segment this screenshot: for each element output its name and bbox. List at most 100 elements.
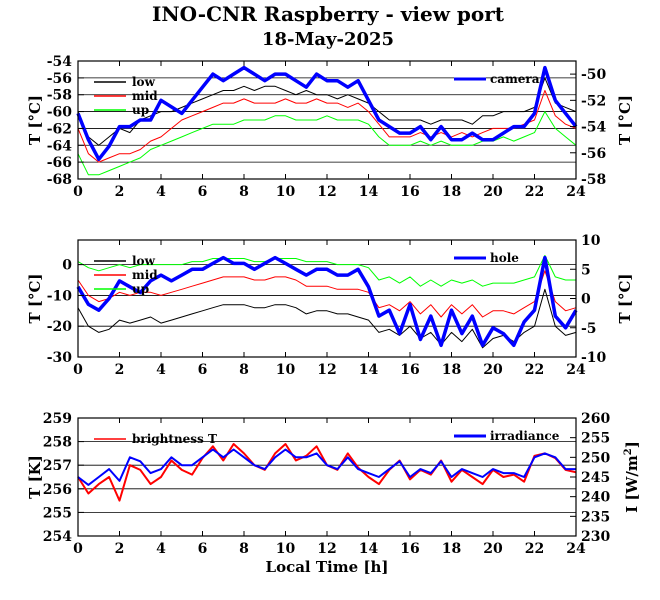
y2-tick-label: 260	[581, 411, 610, 427]
x-tick-label: 24	[566, 541, 586, 557]
y2-tick-label: -5	[581, 321, 597, 337]
plot-panel-1: -68-66-64-62-60-58-56-54-58-56-54-52-500…	[26, 54, 634, 200]
x-tick-label: 12	[317, 184, 336, 200]
x-tick-label: 0	[73, 541, 83, 557]
x-tick-label: 6	[198, 184, 208, 200]
x-tick-label: 0	[73, 362, 83, 378]
y-tick-label: -58	[47, 88, 72, 104]
x-tick-label: 20	[483, 541, 503, 557]
x-tick-label: 12	[317, 362, 336, 378]
y2-tick-label: 255	[581, 431, 610, 447]
x-tick-label: 22	[525, 184, 544, 200]
x-tick-label: 8	[239, 184, 249, 200]
y2-tick-label: -56	[581, 146, 606, 162]
legend-label-hole: hole	[490, 251, 519, 265]
x-tick-label: 16	[400, 184, 419, 200]
y-tick-label: -68	[47, 172, 72, 188]
y-tick-label: -56	[47, 71, 72, 87]
y2-tick-label: 245	[581, 470, 610, 486]
x-tick-label: 2	[115, 362, 125, 378]
x-tick-label: 14	[359, 362, 379, 378]
y2-tick-label: -58	[581, 172, 606, 188]
x-tick-label: 6	[198, 362, 208, 378]
legend-label-low: low	[132, 75, 156, 89]
x-tick-label: 10	[276, 184, 296, 200]
y2-tick-label: 0	[581, 292, 591, 308]
series-line-low	[77, 77, 577, 146]
y2-tick-label: -54	[581, 120, 607, 136]
legend-label-up: up	[132, 103, 149, 117]
y2-tick-label: 235	[581, 509, 610, 525]
y-tick-label: -30	[47, 350, 73, 366]
legend-label-camera: camera	[490, 72, 540, 86]
series-line-mid	[77, 90, 577, 163]
y2-tick-label: -52	[581, 93, 606, 109]
x-tick-label: 22	[525, 362, 544, 378]
series-line-mid	[77, 270, 577, 318]
y-tick-label: -64	[47, 138, 73, 154]
x-tick-label: 4	[156, 184, 166, 200]
x-tick-label: 16	[400, 541, 419, 557]
x-tick-label: 16	[400, 362, 419, 378]
legend-label-brightness-T: brightness T	[132, 432, 217, 446]
legend-label-irradiance: irradiance	[490, 429, 560, 443]
y-tick-label: 256	[43, 482, 72, 498]
y-tick-label: -54	[47, 54, 73, 70]
x-tick-label: 18	[442, 184, 461, 200]
y-axis-label: T [°C]	[26, 273, 44, 323]
x-tick-label: 20	[483, 362, 503, 378]
y-tick-label: 258	[43, 435, 72, 451]
y2-tick-label: 230	[581, 529, 610, 545]
series-line-camera	[76, 65, 578, 162]
x-tick-label: 24	[566, 184, 586, 200]
chart-title: INO-CNR Raspberry - view port	[152, 2, 505, 26]
y2-tick-label: 250	[581, 450, 610, 466]
x-tick-label: 12	[317, 541, 336, 557]
y-tick-label: 254	[43, 529, 72, 545]
x-tick-label: 22	[525, 541, 544, 557]
y-tick-label: 259	[43, 411, 72, 427]
legend-label-mid: mid	[132, 268, 158, 282]
x-tick-label: 24	[566, 362, 586, 378]
plot-frame	[77, 60, 577, 180]
y-tick-label: -20	[47, 319, 73, 335]
y2-tick-label: -50	[581, 67, 607, 83]
x-tick-label: 4	[156, 541, 166, 557]
y-tick-label: 257	[43, 458, 72, 474]
x-tick-label: 8	[239, 541, 249, 557]
x-tick-label: 4	[156, 362, 166, 378]
y2-tick-label: -10	[581, 350, 607, 366]
x-tick-label: 18	[442, 541, 461, 557]
y-tick-label: 0	[62, 258, 72, 274]
y-tick-label: -66	[47, 155, 72, 171]
y2-axis-label: I [W/m2]	[623, 441, 641, 513]
legend-label-low: low	[132, 254, 156, 268]
x-tick-label: 14	[359, 541, 379, 557]
x-tick-label: 6	[198, 541, 208, 557]
y2-tick-label: 10	[581, 233, 601, 249]
y-axis-label: T [K]	[26, 455, 44, 499]
series-line-low	[77, 288, 577, 349]
x-tick-label: 10	[276, 541, 296, 557]
legend-label-up: up	[132, 282, 149, 296]
x-tick-label: 2	[115, 541, 125, 557]
y-tick-label: -10	[47, 288, 73, 304]
chart-subtitle: 18-May-2025	[262, 29, 394, 50]
plot-group: -68-66-64-62-60-58-56-54-58-56-54-52-500…	[26, 54, 641, 576]
series-line-irradiance	[77, 448, 576, 486]
y2-axis-label: T [°C]	[616, 95, 634, 145]
x-tick-label: 20	[483, 184, 503, 200]
series-line-hole	[76, 255, 578, 348]
plot-panel-3: 254 255 256 257 258 259 230 235 240 245 250 255 260 0…	[26, 411, 641, 576]
y-tick-label: -60	[47, 105, 73, 121]
legend-label-mid: mid	[132, 89, 158, 103]
x-tick-label: 2	[115, 184, 125, 200]
y-tick-label: 255	[43, 505, 72, 521]
series-line-up	[77, 111, 577, 176]
x-axis-label: Local Time [h]	[266, 558, 389, 576]
series-line-up	[77, 254, 576, 287]
y2-tick-label: 240	[581, 490, 610, 506]
x-tick-label: 18	[442, 362, 461, 378]
